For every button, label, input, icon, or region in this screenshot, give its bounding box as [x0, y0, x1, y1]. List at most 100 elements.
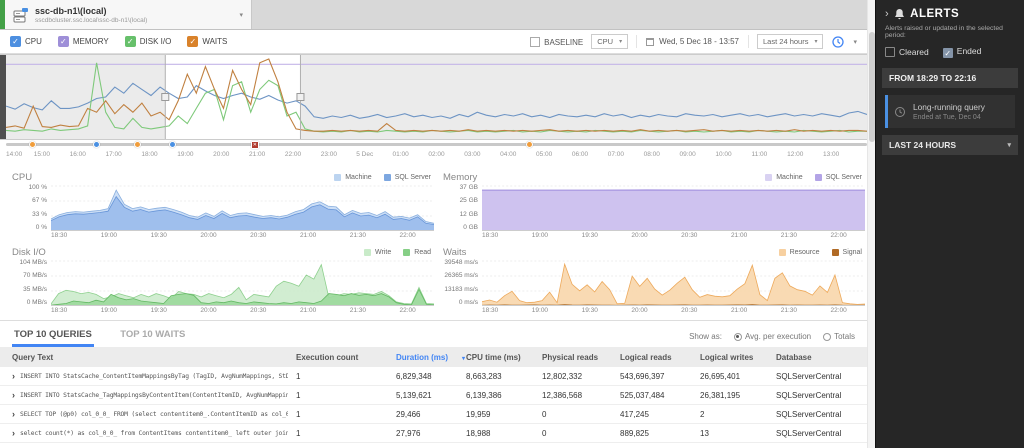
- chart-plot[interactable]: [482, 259, 865, 306]
- chart-plot[interactable]: [482, 184, 865, 231]
- x-tick-label: 21:00: [730, 307, 748, 314]
- baseline-toggle[interactable]: BASELINE: [530, 36, 584, 47]
- column-header-database[interactable]: Database: [776, 352, 812, 362]
- x-tick-label: 21:00: [299, 307, 317, 314]
- column-header-duration-ms-[interactable]: Duration (ms) ▾: [396, 352, 466, 362]
- legend-swatch-icon: [814, 173, 822, 181]
- legend-label: Machine: [345, 173, 372, 181]
- legend-label: Write: [375, 248, 392, 256]
- tab-top-10-queries[interactable]: TOP 10 QUERIES: [12, 324, 94, 347]
- chevron-down-icon: ▾: [814, 39, 818, 45]
- timeline-marker-orange-dot[interactable]: [526, 141, 534, 148]
- checkbox-checked-icon[interactable]: ✓: [124, 36, 136, 47]
- alerts-header[interactable]: › ALERTS: [885, 8, 1015, 20]
- alerts-range-footer[interactable]: LAST 24 HOURS ▾: [882, 135, 1018, 155]
- query-text: SELECT TOP (@p0) col_0_0_ FROM (select c…: [20, 410, 288, 418]
- y-tick-label: 13183 ms/s: [444, 285, 478, 293]
- chart-legend: Machine SQL Server: [334, 173, 431, 181]
- checkbox-checked-icon[interactable]: ✓: [10, 36, 21, 47]
- chart-plot[interactable]: [51, 184, 434, 231]
- timeline-axis-label: 10:00: [715, 151, 732, 158]
- server-fullpath: sscdbcluster.ssc.local\ssc-db-n1\(local): [35, 16, 148, 24]
- table-row[interactable]: › INSERT INTO StatsCache_ContentItemMappi…: [0, 367, 867, 386]
- timeline-axis-label: 06:00: [571, 151, 589, 158]
- timeline-axis-label: 5 Dec: [356, 151, 374, 158]
- timeline-axis-label: 21:00: [248, 151, 266, 158]
- timeline-axis-label: 08:00: [643, 151, 660, 158]
- alert-title: Long-running query: [913, 102, 985, 112]
- column-header-execution-count[interactable]: Execution count: [296, 352, 359, 362]
- metric-toggle-memory[interactable]: ✓ MEMORY: [57, 36, 109, 47]
- alerts-title: ALERTS: [910, 8, 960, 20]
- collapse-chevron-icon[interactable]: ›: [885, 8, 890, 20]
- baseline-checkbox[interactable]: [530, 36, 541, 47]
- time-range-select[interactable]: Last 24 hours ▾: [757, 34, 824, 49]
- expand-chevron-icon[interactable]: ›: [12, 390, 15, 400]
- table-row[interactable]: › select count(*) as col_0_0_ from Conten…: [0, 424, 867, 443]
- calendar-icon: [646, 37, 655, 46]
- checkbox-checked-icon[interactable]: ✓: [187, 36, 199, 47]
- legend-item: Write: [364, 248, 392, 256]
- physical-reads-cell: 0: [542, 428, 547, 438]
- column-header-logical-reads[interactable]: Logical reads: [620, 352, 672, 362]
- timeline-slider[interactable]: ✕: [6, 140, 867, 150]
- scrollbar-thumb[interactable]: [869, 32, 875, 142]
- rewind-time-icon[interactable]: [831, 35, 845, 49]
- filter-ended[interactable]: ✓ Ended: [942, 46, 981, 58]
- alert-text: Long-running query Ended at Tue, Dec 04: [913, 102, 985, 121]
- server-icon: [13, 7, 28, 22]
- column-header-cpu-time-ms-[interactable]: CPU time (ms): [466, 352, 521, 362]
- legend-swatch-icon: [364, 248, 372, 256]
- checkbox-checked-icon[interactable]: ✓: [57, 36, 69, 47]
- x-tick-label: 22:00: [399, 307, 416, 314]
- radio-avg-per-execution[interactable]: Avg. per execution: [733, 332, 811, 341]
- checkbox-checked-icon[interactable]: ✓: [942, 48, 953, 58]
- expand-chevron-icon[interactable]: ›: [12, 428, 15, 438]
- legend-swatch-icon: [765, 173, 773, 181]
- vertical-scrollbar[interactable]: [867, 0, 875, 448]
- legend-item: Signal: [831, 248, 862, 256]
- baseline-metric-value: CPU: [597, 37, 614, 46]
- tab-top-10-waits[interactable]: TOP 10 WAITS: [120, 329, 186, 340]
- alert-item[interactable]: Long-running query Ended at Tue, Dec 04: [885, 95, 1015, 128]
- x-tick-label: 20:00: [200, 232, 217, 239]
- table-row[interactable]: › INSERT INTO StatsCache_TagMappingsByCon…: [0, 386, 867, 405]
- chevron-down-icon[interactable]: ▾: [239, 11, 243, 19]
- baseline-label: BASELINE: [544, 37, 584, 47]
- timeline-marker-red-square[interactable]: ✕: [250, 141, 259, 149]
- server-tab[interactable]: ssc-db-n1\(local) sscdbcluster.ssc.local…: [0, 0, 252, 29]
- timeline-marker-orange-dot[interactable]: [133, 141, 141, 148]
- column-header-logical-writes[interactable]: Logical writes: [700, 352, 754, 362]
- metric-toggle-waits[interactable]: ✓ WAITS: [187, 36, 227, 47]
- y-tick-label: 104 MB/s: [19, 259, 47, 266]
- time-range-value: Last 24 hours: [763, 37, 809, 46]
- timeline-left-grip[interactable]: [0, 55, 6, 139]
- radio-totals[interactable]: Totals: [823, 332, 855, 341]
- date-picker[interactable]: Wed, 5 Dec 18 - 13:57: [636, 35, 750, 48]
- logical-writes-cell: 2: [700, 409, 705, 419]
- server-name: ssc-db-n1\(local): [35, 5, 107, 16]
- timeline-marker-blue-dot[interactable]: [169, 141, 177, 148]
- timeline-marker-orange-dot[interactable]: [28, 141, 36, 148]
- baseline-metric-select[interactable]: CPU ▾: [591, 34, 629, 49]
- timeline-chart[interactable]: [0, 54, 867, 140]
- cpu-time-cell: 8,663,283: [466, 371, 502, 381]
- timeline-slider-track[interactable]: [6, 143, 867, 146]
- x-tick-label: 21:00: [730, 232, 748, 239]
- logical-writes-cell: 13: [700, 428, 709, 438]
- filter-cleared[interactable]: Cleared: [885, 47, 929, 57]
- date-value: Wed, 5 Dec 18 - 13:57: [659, 37, 740, 46]
- column-header-query-text[interactable]: Query Text: [12, 352, 54, 362]
- metric-toggle-cpu[interactable]: ✓ CPU: [10, 36, 42, 47]
- table-row[interactable]: › SELECT TOP (@p0) col_0_0_ FROM (select …: [0, 405, 867, 424]
- chevron-down-icon[interactable]: ▾: [853, 38, 857, 46]
- expand-chevron-icon[interactable]: ›: [12, 371, 15, 381]
- x-tick-label: 21:30: [349, 307, 367, 314]
- metric-toggle-disk-i-o[interactable]: ✓ DISK I/O: [124, 36, 171, 47]
- checkbox-unchecked-icon[interactable]: [885, 47, 895, 57]
- waits-chart: Waits Resource Signal 39548 ms/s 26365 ms/s 1…: [440, 245, 865, 316]
- column-header-physical-reads[interactable]: Physical reads: [542, 352, 599, 362]
- timeline-marker-blue-dot[interactable]: [93, 141, 101, 148]
- chart-plot[interactable]: [51, 259, 434, 306]
- expand-chevron-icon[interactable]: ›: [12, 409, 15, 419]
